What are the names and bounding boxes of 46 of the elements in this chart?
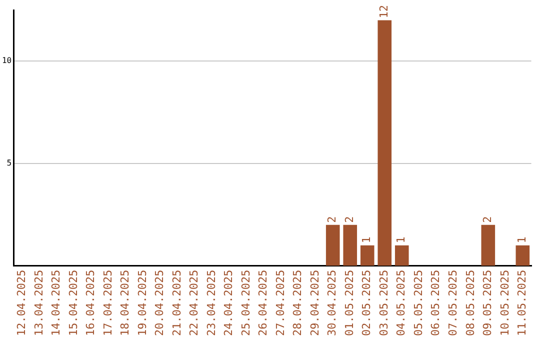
x-tick-label: 08.05.2025 (464, 270, 477, 336)
x-tick-label: 11.05.2025 (516, 270, 529, 336)
data-label: 2 (342, 216, 356, 223)
data-label: 1 (360, 236, 374, 244)
y-tick-label: 10 (2, 56, 12, 66)
data-label: 1 (516, 236, 529, 244)
x-tick-label: 29.04.2025 (308, 270, 322, 336)
x-tick-label: 26.04.2025 (256, 270, 270, 336)
x-tick-label: 23.04.2025 (204, 270, 218, 336)
bar (516, 245, 530, 266)
x-tick-label: 20.04.2025 (153, 270, 166, 336)
data-label: 2 (481, 216, 494, 223)
bar (394, 245, 409, 266)
bar (481, 224, 496, 266)
x-tick-label: 16.04.2025 (84, 270, 98, 336)
x-tick-label: 22.04.2025 (188, 270, 201, 336)
x-tick-label: 24.04.2025 (222, 270, 236, 336)
y-tick-label: 5 (6, 158, 12, 168)
x-tick-label: 07.05.2025 (446, 270, 460, 336)
x-tick-label: 21.04.2025 (170, 270, 184, 336)
x-tick-label: 09.05.2025 (481, 270, 494, 336)
data-label: 1 (394, 236, 408, 244)
x-tick-label: 25.04.2025 (239, 270, 252, 336)
data-label: 2 (326, 216, 339, 223)
x-tick-label: 30.04.2025 (326, 270, 339, 336)
x-tick-label: 10.05.2025 (498, 270, 512, 336)
x-tick-label: 14.04.2025 (50, 270, 63, 336)
bar (360, 245, 374, 266)
x-tick-label: 02.05.2025 (360, 270, 374, 336)
x-tick-label: 19.04.2025 (136, 270, 149, 336)
x-tick-label: 05.05.2025 (412, 270, 425, 336)
x-tick-label: 03.05.2025 (377, 270, 390, 336)
x-tick-label: 17.04.2025 (101, 270, 114, 336)
bar (378, 20, 392, 266)
data-label: 12 (377, 4, 390, 18)
x-tick-label: 27.04.2025 (274, 270, 287, 336)
x-tick-label: 15.04.2025 (66, 270, 80, 336)
x-tick-label: 28.04.2025 (291, 270, 304, 336)
bar (326, 224, 340, 266)
x-tick-label: 13.04.2025 (32, 270, 46, 336)
bar (343, 224, 358, 266)
x-tick-label: 06.05.2025 (429, 270, 442, 336)
x-tick-label: 01.05.2025 (342, 270, 356, 336)
x-tick-label: 12.04.2025 (15, 270, 28, 336)
x-tick-label: 18.04.2025 (118, 270, 132, 336)
x-tick-label: 04.05.2025 (394, 270, 408, 336)
